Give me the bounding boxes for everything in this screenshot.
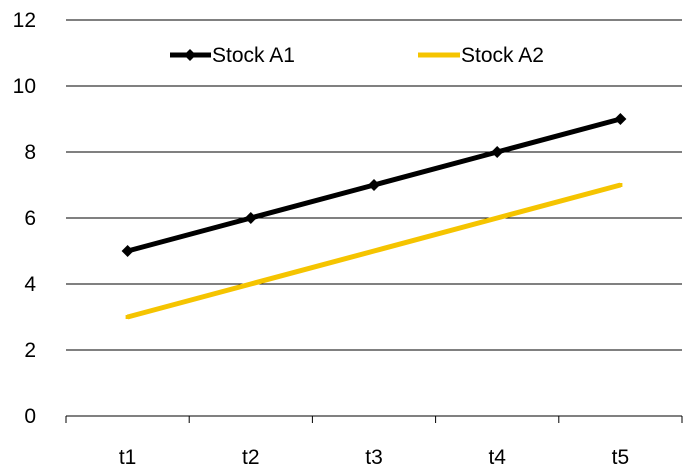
legend-item-stock-a2: Stock A2 bbox=[418, 44, 544, 67]
x-axis bbox=[65, 415, 683, 423]
data-point-stock-a2-t5 bbox=[618, 183, 623, 187]
data-point-stock-a2-t2 bbox=[248, 282, 253, 286]
legend-item-stock-a1: Stock A1 bbox=[170, 44, 295, 67]
x-axis-tick-labels: t1 t2 t3 t4 t5 bbox=[119, 446, 629, 469]
y-tick-label-12: 12 bbox=[13, 9, 36, 32]
x-tick-label-t2: t2 bbox=[242, 446, 260, 469]
x-tick-label-t3: t3 bbox=[365, 446, 383, 469]
gridlines bbox=[66, 19, 682, 351]
data-point-stock-a1-t4 bbox=[491, 146, 504, 158]
y-tick-label-0: 0 bbox=[24, 405, 36, 428]
data-point-stock-a1-t3 bbox=[368, 179, 380, 191]
data-point-stock-a2-t1 bbox=[125, 315, 130, 319]
legend-marker-stock-a1 bbox=[184, 49, 196, 61]
y-tick-label-6: 6 bbox=[24, 207, 36, 230]
data-point-stock-a2-t4 bbox=[495, 216, 500, 220]
data-point-stock-a1-t1 bbox=[121, 245, 134, 257]
series-layer bbox=[121, 113, 627, 320]
data-point-stock-a1-t2 bbox=[244, 212, 257, 224]
y-tick-label-4: 4 bbox=[24, 273, 36, 296]
y-tick-label-2: 2 bbox=[24, 339, 36, 362]
x-tick-label-t1: t1 bbox=[119, 446, 137, 469]
legend: Stock A1 Stock A2 bbox=[170, 44, 544, 67]
y-tick-label-8: 8 bbox=[24, 141, 36, 164]
data-point-stock-a2-t3 bbox=[372, 249, 376, 253]
y-tick-label-10: 10 bbox=[13, 75, 36, 98]
legend-label-stock-a1: Stock A1 bbox=[212, 44, 295, 67]
y-axis-tick-labels: 0 2 4 6 8 10 12 bbox=[13, 9, 37, 428]
legend-label-stock-a2: Stock A2 bbox=[461, 44, 544, 67]
x-tick-label-t5: t5 bbox=[612, 446, 630, 469]
x-tick-label-t4: t4 bbox=[488, 446, 506, 469]
data-point-stock-a1-t5 bbox=[614, 113, 627, 125]
